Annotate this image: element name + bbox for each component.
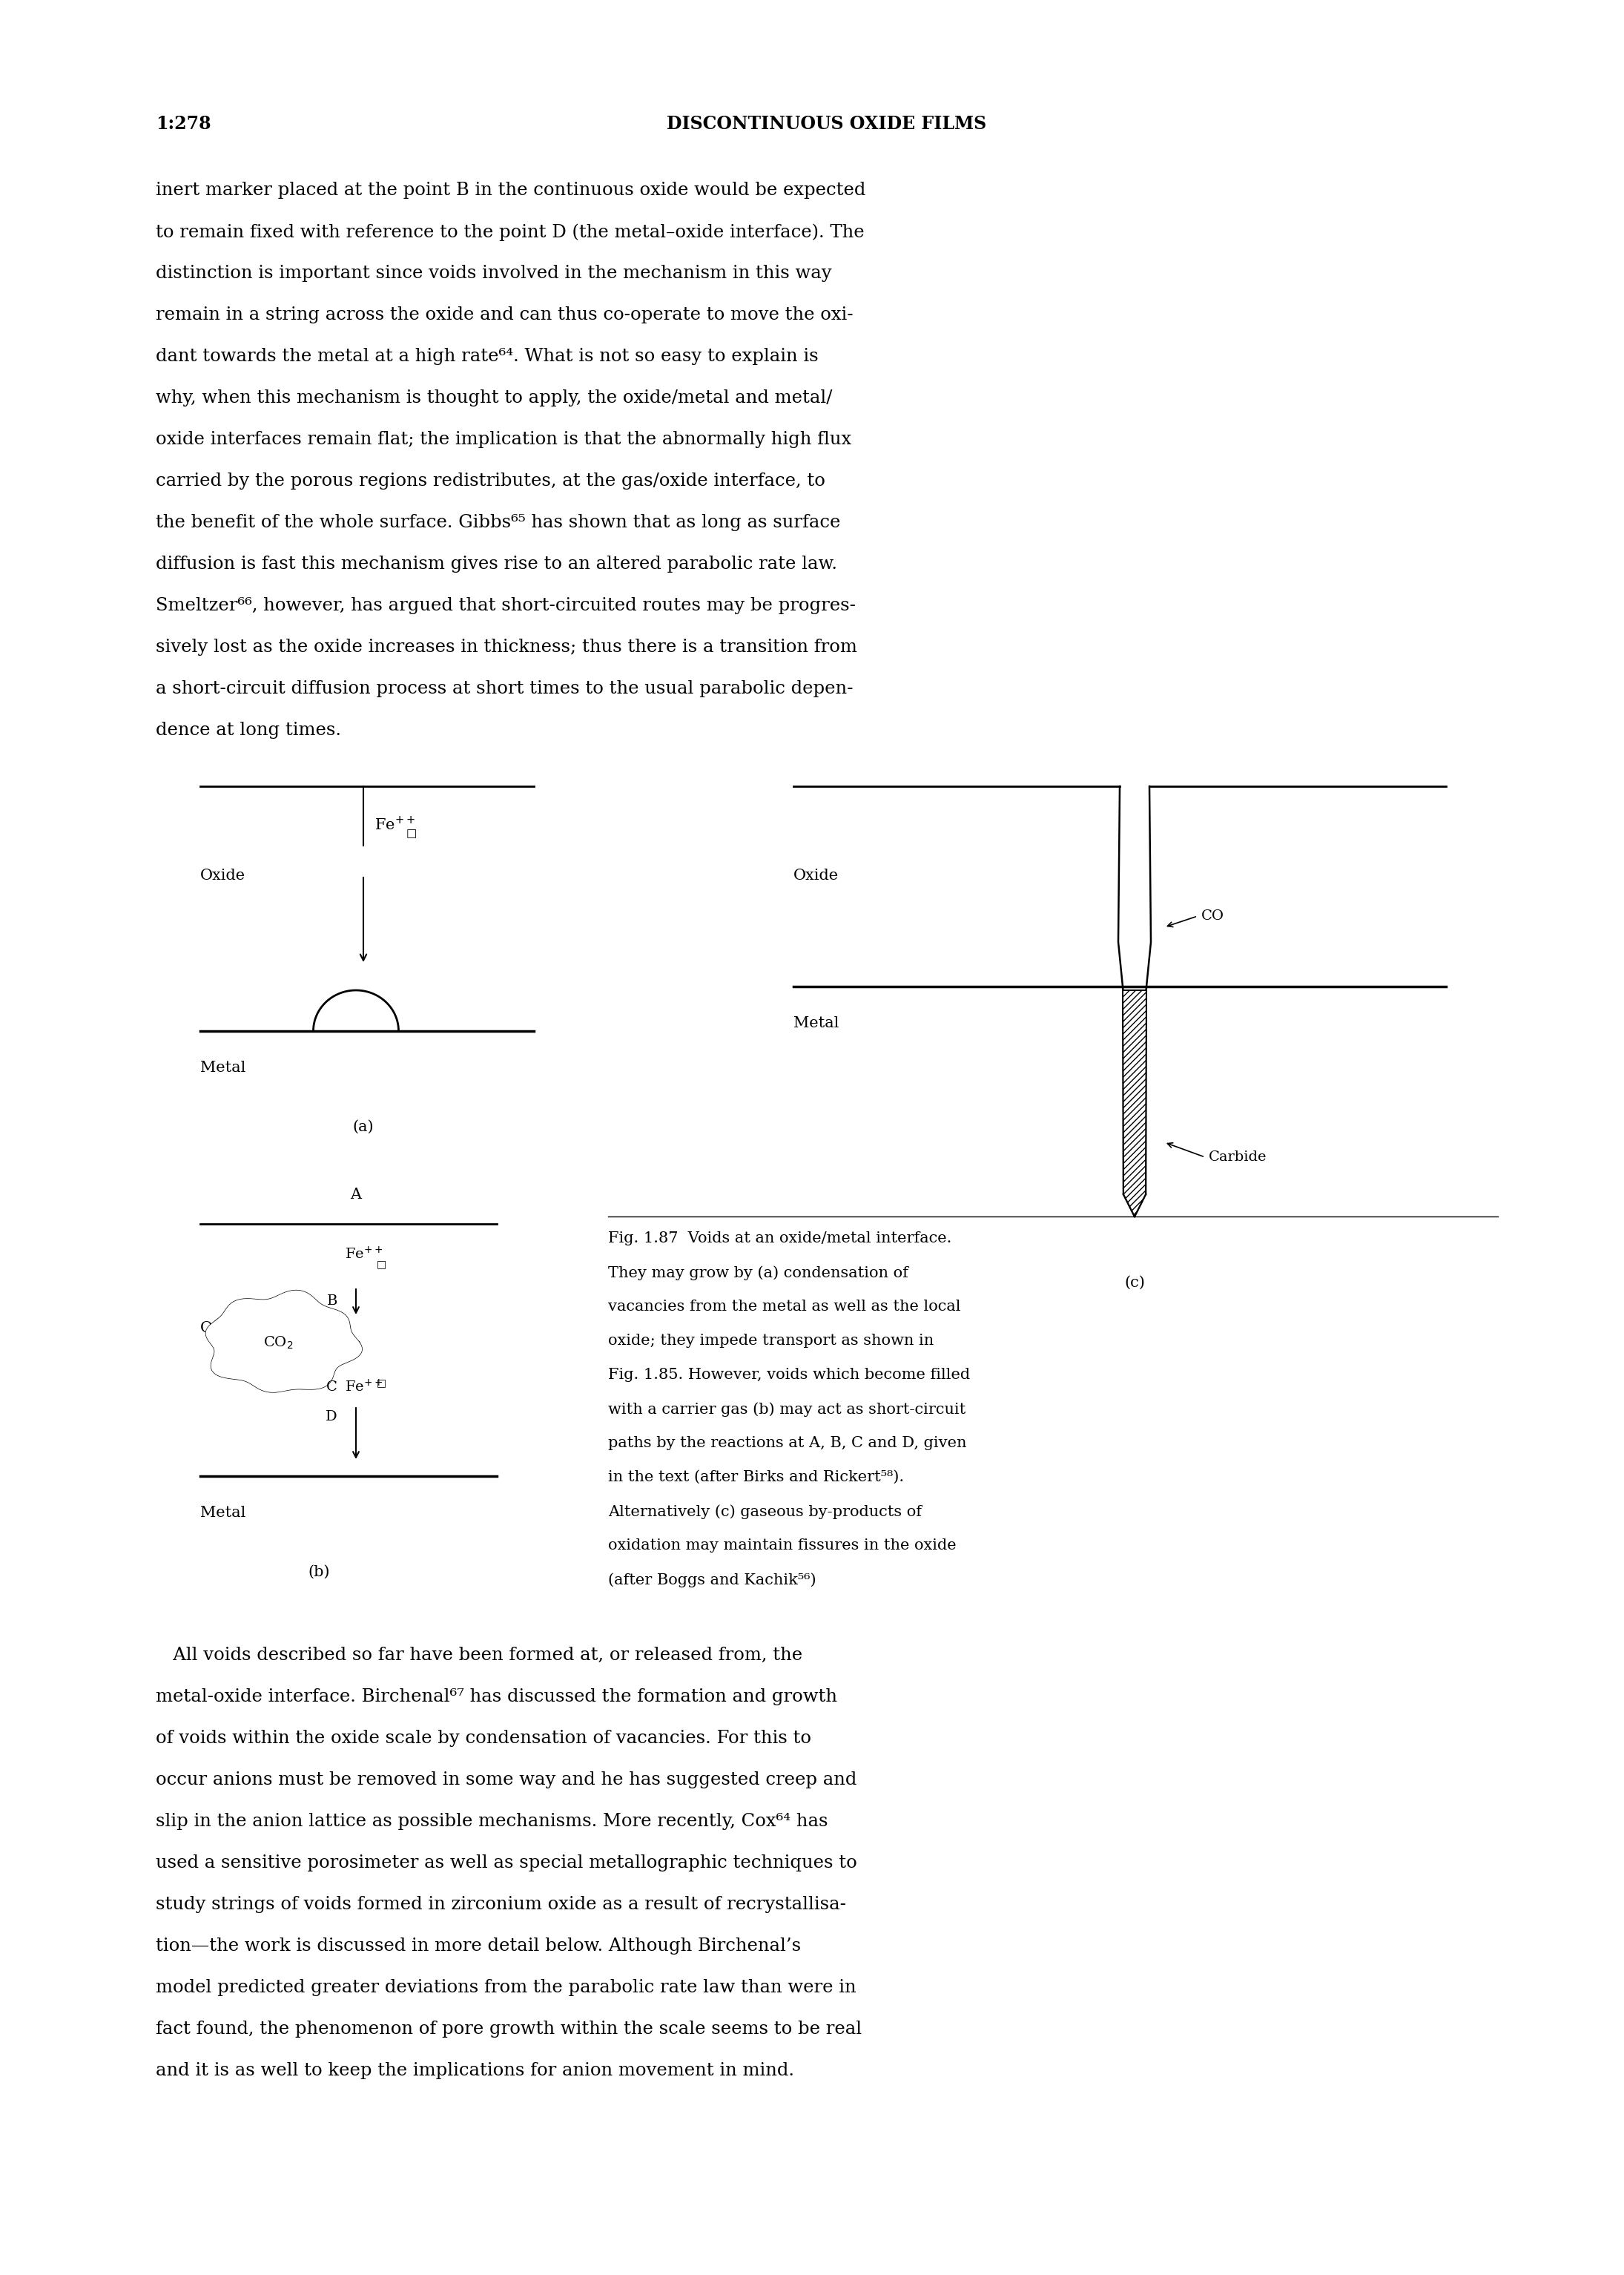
Text: Smeltzer⁶⁶, however, has argued that short-circuited routes may be progres-: Smeltzer⁶⁶, however, has argued that sho…	[156, 596, 856, 614]
Text: dant towards the metal at a high rate⁶⁴. What is not so easy to explain is: dant towards the metal at a high rate⁶⁴.…	[156, 348, 818, 364]
Text: A: A	[351, 1188, 362, 1201]
Text: diffusion is fast this mechanism gives rise to an altered parabolic rate law.: diffusion is fast this mechanism gives r…	[156, 555, 838, 573]
Text: Oxide: Oxide	[200, 1322, 245, 1335]
Text: □: □	[377, 1258, 387, 1269]
Text: to remain fixed with reference to the point D (the metal–oxide interface). The: to remain fixed with reference to the po…	[156, 223, 864, 241]
Polygon shape	[1122, 990, 1147, 1217]
Text: C: C	[326, 1381, 338, 1395]
Text: dence at long times.: dence at long times.	[156, 721, 341, 739]
Text: Metal: Metal	[794, 1017, 840, 1031]
Text: Fe$^{++}$: Fe$^{++}$	[344, 1247, 383, 1263]
Text: fact found, the phenomenon of pore growth within the scale seems to be real: fact found, the phenomenon of pore growt…	[156, 2020, 862, 2038]
Text: Fe$^{++}$: Fe$^{++}$	[375, 817, 416, 833]
Text: Fig. 1.85. However, voids which become filled: Fig. 1.85. However, voids which become f…	[607, 1367, 970, 1381]
Text: Metal: Metal	[200, 1060, 245, 1074]
Text: (a): (a)	[352, 1119, 374, 1135]
Text: Carbide: Carbide	[1208, 1151, 1267, 1165]
Text: B: B	[326, 1294, 338, 1308]
Text: inert marker placed at the point B in the continuous oxide would be expected: inert marker placed at the point B in th…	[156, 182, 866, 198]
Text: Fig. 1.87  Voids at an oxide/metal interface.: Fig. 1.87 Voids at an oxide/metal interf…	[607, 1231, 952, 1244]
Text: used a sensitive porosimeter as well as special metallographic techniques to: used a sensitive porosimeter as well as …	[156, 1854, 857, 1872]
Text: carried by the porous regions redistributes, at the gas/oxide interface, to: carried by the porous regions redistribu…	[156, 473, 825, 489]
Text: All voids described so far have been formed at, or released from, the: All voids described so far have been for…	[156, 1647, 802, 1663]
Text: D: D	[326, 1410, 338, 1424]
Text: □: □	[377, 1376, 387, 1388]
Text: and it is as well to keep the implications for anion movement in mind.: and it is as well to keep the implicatio…	[156, 2061, 794, 2079]
Text: 1:278: 1:278	[156, 116, 211, 132]
Text: metal-oxide interface. Birchenal⁶⁷ has discussed the formation and growth: metal-oxide interface. Birchenal⁶⁷ has d…	[156, 1688, 838, 1706]
Text: Oxide: Oxide	[794, 869, 838, 883]
Text: with a carrier gas (b) may act as short-circuit: with a carrier gas (b) may act as short-…	[607, 1401, 966, 1417]
Text: distinction is important since voids involved in the mechanism in this way: distinction is important since voids inv…	[156, 264, 831, 282]
Text: why, when this mechanism is thought to apply, the oxide/metal and metal/: why, when this mechanism is thought to a…	[156, 389, 831, 407]
Text: tion—the work is discussed in more detail below. Although Birchenal’s: tion—the work is discussed in more detai…	[156, 1938, 801, 1954]
Text: vacancies from the metal as well as the local: vacancies from the metal as well as the …	[607, 1299, 961, 1313]
Text: slip in the anion lattice as possible mechanisms. More recently, Cox⁶⁴ has: slip in the anion lattice as possible me…	[156, 1813, 828, 1829]
Text: □: □	[406, 828, 417, 839]
Text: Metal: Metal	[200, 1506, 245, 1520]
Text: sively lost as the oxide increases in thickness; thus there is a transition from: sively lost as the oxide increases in th…	[156, 639, 857, 655]
Text: of voids within the oxide scale by condensation of vacancies. For this to: of voids within the oxide scale by conde…	[156, 1729, 812, 1747]
Polygon shape	[206, 1290, 362, 1392]
Text: model predicted greater deviations from the parabolic rate law than were in: model predicted greater deviations from …	[156, 1979, 856, 1995]
Text: Oxide: Oxide	[200, 869, 245, 883]
Text: oxide; they impede transport as shown in: oxide; they impede transport as shown in	[607, 1333, 934, 1347]
Text: the benefit of the whole surface. Gibbs⁶⁵ has shown that as long as surface: the benefit of the whole surface. Gibbs⁶…	[156, 514, 841, 530]
Text: (c): (c)	[1124, 1276, 1145, 1290]
Text: DISCONTINUOUS OXIDE FILMS: DISCONTINUOUS OXIDE FILMS	[667, 116, 987, 132]
Text: oxidation may maintain fissures in the oxide: oxidation may maintain fissures in the o…	[607, 1538, 957, 1552]
Text: Alternatively (c) gaseous by-products of: Alternatively (c) gaseous by-products of	[607, 1504, 922, 1520]
Text: They may grow by (a) condensation of: They may grow by (a) condensation of	[607, 1265, 908, 1281]
Text: (after Boggs and Kachik⁵⁶): (after Boggs and Kachik⁵⁶)	[607, 1572, 817, 1588]
Text: paths by the reactions at A, B, C and D, given: paths by the reactions at A, B, C and D,…	[607, 1436, 966, 1449]
Text: CO$_2$: CO$_2$	[263, 1335, 292, 1351]
Text: a short-circuit diffusion process at short times to the usual parabolic depen-: a short-circuit diffusion process at sho…	[156, 680, 853, 696]
Text: remain in a string across the oxide and can thus co-operate to move the oxi-: remain in a string across the oxide and …	[156, 307, 853, 323]
Text: CO: CO	[1202, 910, 1224, 924]
Text: in the text (after Birks and Rickert⁵⁸).: in the text (after Birks and Rickert⁵⁸).	[607, 1470, 905, 1483]
Text: oxide interfaces remain flat; the implication is that the abnormally high flux: oxide interfaces remain flat; the implic…	[156, 430, 851, 448]
Text: Fe$^{++}$: Fe$^{++}$	[344, 1379, 383, 1395]
Text: study strings of voids formed in zirconium oxide as a result of recrystallisa-: study strings of voids formed in zirconi…	[156, 1895, 846, 1913]
Text: occur anions must be removed in some way and he has suggested creep and: occur anions must be removed in some way…	[156, 1772, 857, 1788]
Text: (b): (b)	[309, 1565, 330, 1579]
